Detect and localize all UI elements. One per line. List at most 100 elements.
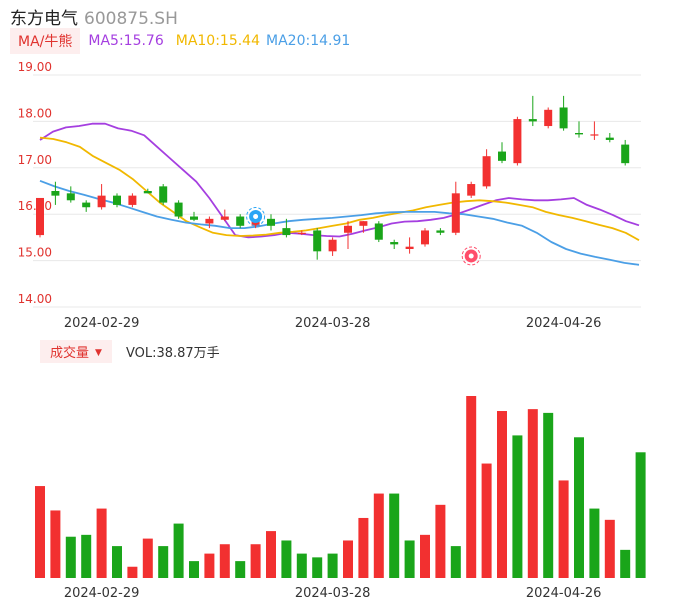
candle-body xyxy=(482,156,491,187)
candle xyxy=(451,181,460,236)
candle-body xyxy=(328,239,337,252)
candle xyxy=(313,228,322,260)
candle-body xyxy=(82,202,91,208)
y-tick-label: 15.00 xyxy=(18,246,52,260)
volume-bar xyxy=(50,510,61,578)
candle xyxy=(498,142,506,164)
volume-bar xyxy=(404,540,415,578)
candle-body xyxy=(513,119,522,164)
candle xyxy=(344,221,352,249)
ma5-line xyxy=(39,122,640,239)
candle xyxy=(390,239,399,249)
volume-bar xyxy=(158,546,169,578)
y-tick-label: 17.00 xyxy=(18,153,52,167)
volume-bar xyxy=(420,534,430,578)
candle xyxy=(605,133,614,143)
candle xyxy=(590,121,599,140)
volume-bar xyxy=(574,437,584,578)
volume-bar xyxy=(127,566,138,578)
volume-bar xyxy=(142,538,153,578)
candlestick-series xyxy=(36,95,630,260)
candle xyxy=(467,181,476,198)
candle xyxy=(297,230,306,236)
candle-body xyxy=(66,193,75,201)
candle xyxy=(482,149,491,189)
candle xyxy=(513,116,522,166)
volume-bar xyxy=(204,553,215,578)
marker-center xyxy=(468,253,474,259)
volume-bar xyxy=(389,493,400,578)
bear-marker-icon xyxy=(246,207,266,227)
y-tick-label: 16.00 xyxy=(18,199,52,213)
candle xyxy=(359,221,368,233)
ma20-line xyxy=(39,179,640,266)
candle-body xyxy=(97,195,106,208)
candle-body xyxy=(451,193,460,233)
ma20-value: MA20:14.91 xyxy=(266,33,351,49)
candle xyxy=(190,211,198,222)
candle xyxy=(113,193,121,208)
price-x-axis: 2024-02-29 2024-03-28 2024-04-26 xyxy=(64,316,602,331)
volume-bar xyxy=(296,553,307,578)
candle-body xyxy=(128,195,137,205)
y-tick-label: 18.00 xyxy=(18,106,52,120)
volume-bar xyxy=(527,409,538,578)
volume-bar xyxy=(358,517,369,578)
volume-bar xyxy=(327,553,338,578)
candle xyxy=(405,237,414,254)
candle xyxy=(436,228,445,236)
candle-body xyxy=(421,230,429,245)
candle xyxy=(267,214,275,231)
stock-code: 600875.SH xyxy=(84,9,178,29)
volume-selector-label: 成交量 xyxy=(50,345,90,361)
x-tick-label: 2024-04-26 xyxy=(526,586,602,601)
volume-bar xyxy=(589,508,600,578)
moving-average-lines xyxy=(39,122,640,266)
ma-toggle-button[interactable]: MA/牛熊 xyxy=(10,28,81,54)
candle-body xyxy=(590,134,599,136)
y-tick-label: 14.00 xyxy=(18,292,52,306)
marker-center xyxy=(253,214,259,220)
candle xyxy=(36,197,44,238)
candle-body xyxy=(359,221,368,226)
dropdown-arrow-icon: ▼ xyxy=(95,348,102,358)
volume-selector-button[interactable]: 成交量 ▼ xyxy=(40,339,112,363)
candle-body xyxy=(190,216,198,220)
candle-body xyxy=(113,195,121,205)
volume-value: VOL:38.87万手 xyxy=(125,345,220,361)
candle-body xyxy=(544,109,553,127)
volume-bar xyxy=(497,411,507,578)
volume-bar xyxy=(481,463,492,578)
candle xyxy=(421,228,429,247)
volume-bar xyxy=(435,504,446,578)
stock-title: 东方电气 600875.SH xyxy=(10,4,178,29)
candle-body xyxy=(621,144,630,164)
candle xyxy=(128,193,137,208)
candle xyxy=(575,121,583,138)
candle-body xyxy=(313,230,322,252)
volume-bar xyxy=(81,534,92,578)
ma5-value: MA5:15.76 xyxy=(88,33,164,49)
candle xyxy=(282,218,291,238)
volume-bar xyxy=(219,544,230,578)
volume-bar xyxy=(312,557,323,578)
stock-name: 东方电气 xyxy=(10,9,78,29)
candle-body xyxy=(575,133,583,135)
candle xyxy=(528,95,537,127)
candle xyxy=(236,214,245,229)
candle-body xyxy=(174,202,183,217)
candle-body xyxy=(267,218,275,226)
candle xyxy=(174,200,183,219)
volume-bar xyxy=(266,531,276,578)
ma10-value: MA10:15.44 xyxy=(175,33,261,49)
volume-bar xyxy=(635,452,646,578)
candle-body xyxy=(374,223,383,240)
candle-body xyxy=(405,246,414,249)
candle-body xyxy=(528,119,537,122)
candle xyxy=(159,184,168,205)
price-grid xyxy=(33,74,641,308)
candle xyxy=(205,216,214,229)
volume-bar xyxy=(235,561,246,578)
candle-body xyxy=(390,242,399,245)
volume-bar xyxy=(250,544,261,578)
